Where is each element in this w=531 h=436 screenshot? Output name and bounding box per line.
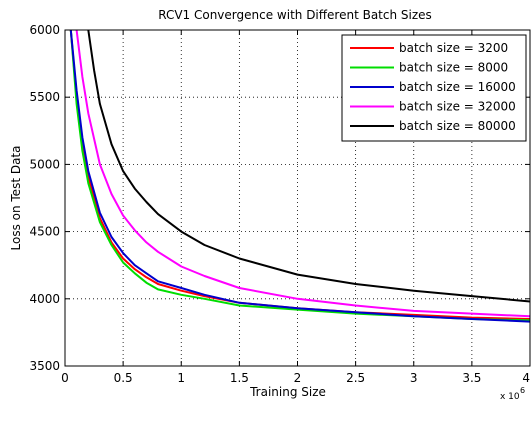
x-tick-label: 3 — [410, 371, 418, 385]
legend-label: batch size = 16000 — [399, 80, 516, 94]
y-tick-label: 4000 — [29, 292, 60, 306]
x-tick-label: 1.5 — [230, 371, 249, 385]
x-axis-exponent-power: 6 — [520, 386, 525, 395]
legend-label: batch size = 8000 — [399, 61, 508, 75]
series-line — [87, 29, 531, 303]
x-tick-labels: 0 0.5 1 1.5 2 2.5 3 3.5 4 — [61, 371, 530, 385]
x-tick-label: 0 — [61, 371, 69, 385]
y-axis-label: Loss on Test Data — [9, 146, 23, 251]
x-tick-label: 3.5 — [462, 371, 481, 385]
series-line — [69, 29, 531, 322]
y-tick-label: 5500 — [29, 90, 60, 104]
x-tick-label: 1 — [177, 371, 185, 385]
legend-label: batch size = 3200 — [399, 41, 508, 55]
x-axis-exponent: x 10 — [500, 392, 520, 402]
series-lines — [69, 29, 531, 323]
y-tick-label: 4500 — [29, 225, 60, 239]
chart-title: RCV1 Convergence with Different Batch Si… — [158, 8, 432, 22]
x-tick-label: 2.5 — [346, 371, 365, 385]
y-tick-label: 6000 — [29, 23, 60, 37]
y-tick-label: 5000 — [29, 157, 60, 171]
y-tick-label: 3500 — [29, 359, 60, 373]
series-line — [75, 29, 531, 318]
plot-frame — [64, 29, 531, 367]
x-tick-label: 2 — [294, 371, 302, 385]
series-line — [69, 29, 531, 323]
x-tick-label: 4 — [522, 371, 530, 385]
legend: batch size = 3200 batch size = 8000 batch … — [341, 34, 527, 142]
legend-label: batch size = 32000 — [399, 100, 516, 114]
x-tick-label: 0.5 — [114, 371, 133, 385]
x-axis-label: Training Size — [249, 385, 326, 399]
y-tick-labels: 3500 4000 4500 5000 5500 6000 — [29, 23, 60, 373]
legend-label: batch size = 80000 — [399, 119, 516, 133]
